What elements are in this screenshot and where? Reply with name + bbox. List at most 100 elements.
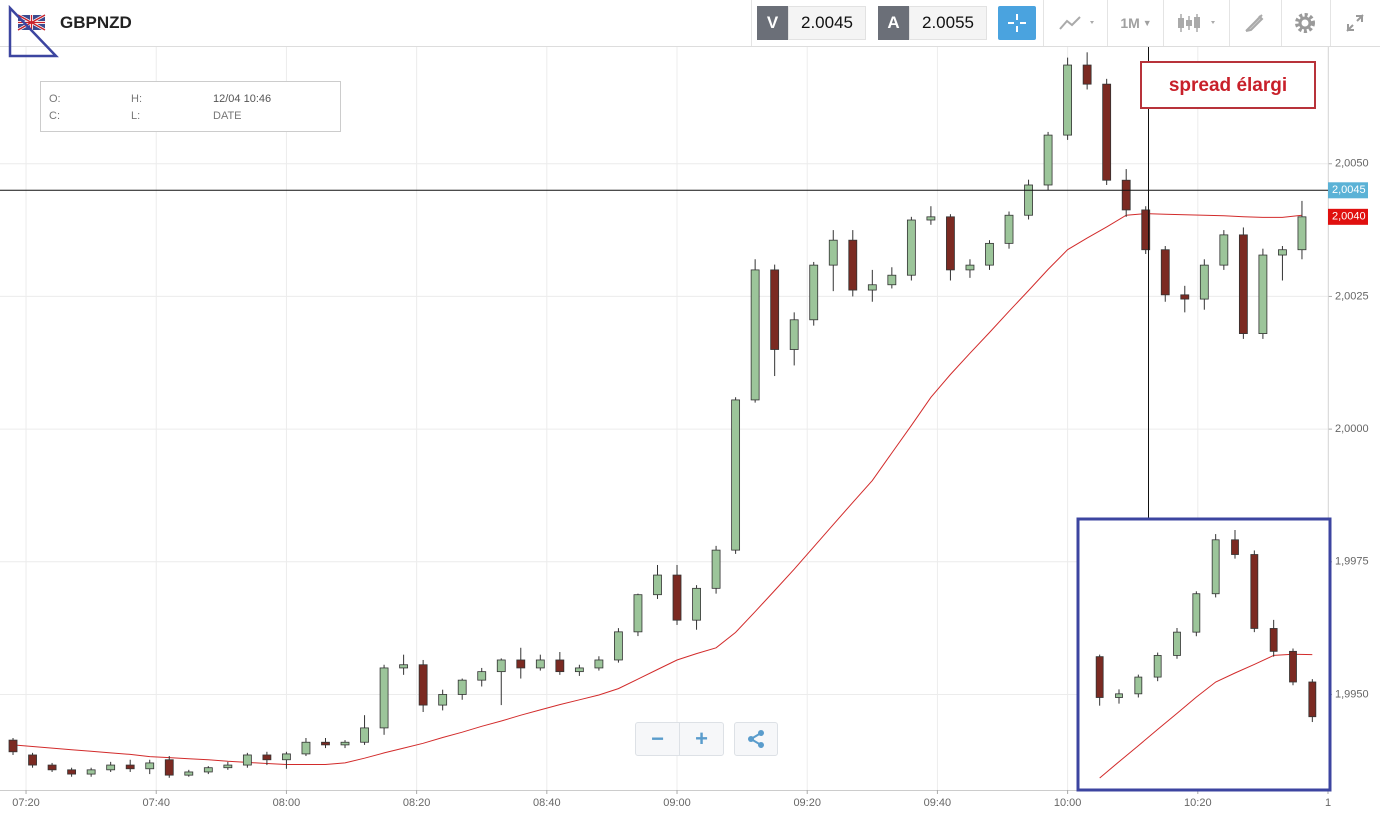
chart-type-menu[interactable] [1055,6,1100,40]
y-tick-label: 1,9975 [1335,556,1369,568]
ma-layer [12,213,1303,765]
moving-average [1099,653,1313,779]
separator [1163,0,1164,46]
candle-body [1115,693,1123,698]
share-button[interactable] [734,722,778,756]
candle-body [1180,294,1190,300]
toolbar: GBPNZD V 2.0045 A 2.0055 1M ▼ [0,0,1380,58]
info-value: 12/04 10:46 [213,93,271,105]
crosshair-price: 2,0045 [1332,184,1366,196]
candle-body [633,594,643,633]
candle-body [828,239,838,266]
candle-body [86,769,96,775]
x-tick-label: 08:40 [533,797,561,809]
corner-marker [8,4,59,58]
candle-body [496,659,506,673]
candle-body [242,754,252,766]
crosshair-button[interactable] [998,6,1036,40]
candle-body [1121,179,1131,211]
candle-body [1269,628,1278,652]
settings[interactable] [1290,6,1320,40]
candle-body [418,664,428,706]
ask-label[interactable]: A [878,6,909,40]
chart-type-icon [1058,16,1094,30]
zoom-inset [1076,517,1332,792]
candle-body [1063,64,1073,136]
candle-body [614,631,623,661]
candle-type-menu[interactable] [1175,6,1220,40]
x-tick-label: 1 [1325,797,1331,809]
fullscreen[interactable] [1340,6,1370,40]
candle-body [1095,656,1104,698]
separator [1229,0,1230,46]
candle-body [770,269,780,350]
candle-body [1173,631,1181,656]
candle-body [985,242,994,266]
x-tick-label: 10:00 [1054,797,1082,809]
candle-body [184,771,194,776]
crosshair-icon [1008,14,1026,32]
expand-icon [1346,14,1364,32]
flag-icon [8,4,59,58]
bid-price[interactable]: 2.0045 [788,6,866,40]
zoom-out-button[interactable]: − [635,722,680,756]
candle-body [1219,234,1229,266]
candle-body [1289,650,1297,683]
info-label: H: [131,93,142,105]
candle-body [1102,83,1112,181]
caret: ▼ [1142,18,1152,28]
candle-body [1082,64,1092,85]
candle-body [926,216,936,221]
zoom-in-button[interactable]: + [679,722,724,756]
candle-body [67,769,77,775]
candle-body [1258,254,1268,334]
separator [1043,0,1044,46]
candle-body [164,759,174,776]
candle-body [750,269,760,401]
x-tick-label: 09:00 [663,797,691,809]
candle-body [867,284,877,291]
y-tick-label: 2,0050 [1335,158,1369,170]
candle-body [282,753,291,761]
candle-body [555,659,565,673]
draw-icon [1245,14,1264,32]
info-box [40,81,341,132]
candles [8,52,1307,778]
x-tick-label: 08:00 [273,797,301,809]
info-label: C: [49,110,60,122]
ask-price[interactable]: 2.0055 [909,6,987,40]
timeframe-menu[interactable]: 1M ▼ [1116,6,1156,40]
x-tick-label: 08:20 [403,797,431,809]
gear-icon [1295,13,1315,33]
candle-body [262,754,272,761]
separator [1330,0,1331,46]
separator [751,0,752,46]
candle-body [379,667,389,729]
separator [1281,0,1282,46]
candle-body [789,319,799,350]
candle-body [360,727,369,743]
x-tick-label: 09:40 [924,797,952,809]
candle-body [848,239,858,291]
candle-body [457,679,467,695]
candle-body [321,741,330,746]
candle-body [965,264,975,271]
candle-body [301,741,311,755]
candle-body [731,399,741,551]
candle-body [1192,593,1201,633]
drawing-tools[interactable] [1238,6,1272,40]
candle-body [1238,234,1248,334]
symbol: GBPNZD [60,13,132,32]
candle-body [1297,216,1307,251]
candle-body [1153,655,1162,678]
candle-body [516,659,526,669]
candle-body [809,264,819,321]
share-icon [748,730,764,748]
candle-body [438,694,448,706]
candle-body [1231,539,1239,555]
bid-label[interactable]: V [757,6,788,40]
candle-body [399,664,409,669]
flag-cross-red [17,14,46,31]
x-tick-label: 10:20 [1184,797,1212,809]
